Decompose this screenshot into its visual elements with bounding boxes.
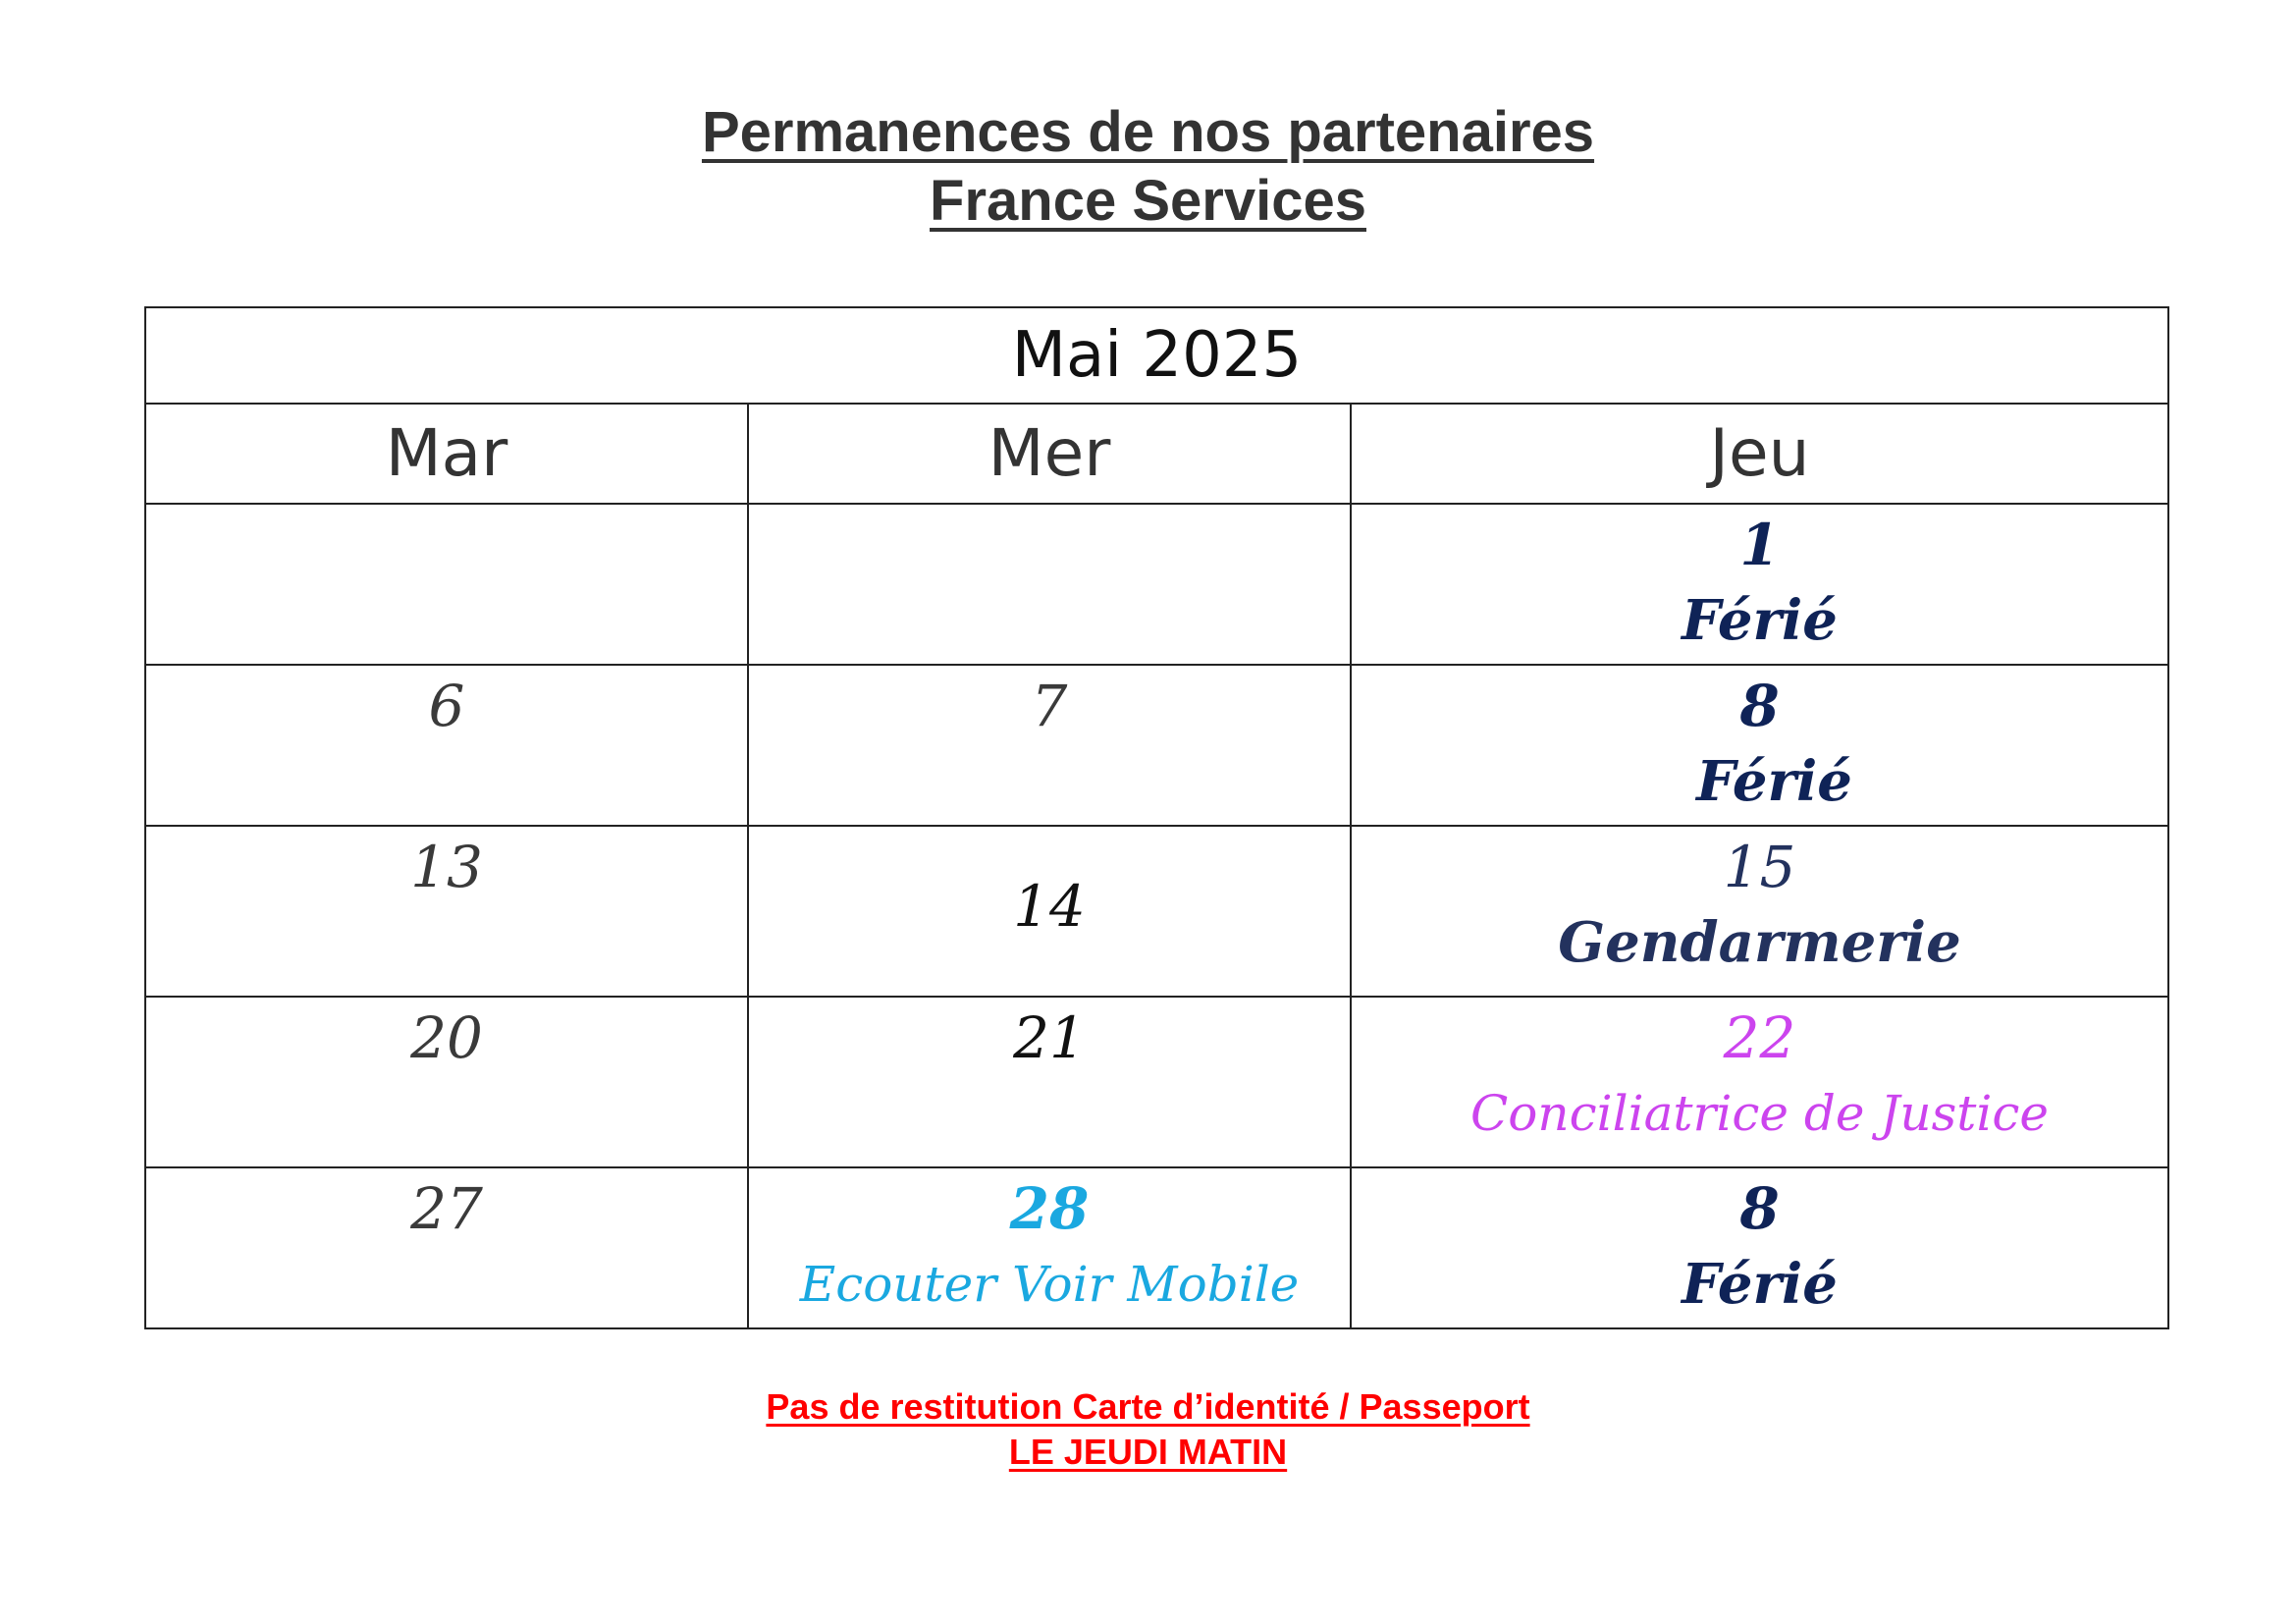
page-title: Permanences de nos partenaires France Se… [0, 98, 2296, 236]
event-label: Gendarmerie [1558, 910, 1961, 975]
event-label: Férié [1682, 1252, 1838, 1317]
event-label: Férié [1696, 749, 1852, 814]
event-label: Férié [1682, 588, 1838, 653]
day-number: 1 [1739, 512, 1780, 578]
day-cell: 21 [747, 996, 1352, 1168]
day-cell: 14 [747, 825, 1352, 998]
day-header-mer: Mer [747, 403, 1352, 505]
event-label: Ecouter Voir Mobile [799, 1256, 1300, 1313]
day-number: 27 [410, 1175, 483, 1242]
table-row: 20 21 22 Conciliatrice de Justice [144, 996, 2170, 1168]
month-header: Mai 2025 [143, 306, 2170, 405]
calendar-table: Mai 2025 Mar Mer Jeu 1 Férié 6 7 8 Férié [143, 306, 2170, 1329]
day-cell: 13 [144, 825, 749, 998]
day-number: 13 [410, 834, 483, 900]
day-number: 20 [410, 1004, 483, 1071]
day-cell: 8 Férié [1349, 664, 2170, 827]
notice-line-1: Pas de restitution Carte d’identité / Pa… [766, 1386, 1530, 1427]
table-row: 27 28 Ecouter Voir Mobile 8 Férié [144, 1166, 2170, 1329]
table-row: 1 Férié [144, 503, 2170, 666]
day-cell: 22 Conciliatrice de Justice [1349, 996, 2170, 1168]
table-row: 6 7 8 Férié [144, 664, 2170, 827]
day-header-jeu: Jeu [1349, 403, 2170, 505]
title-line-2: France Services [930, 169, 1366, 233]
day-number: 28 [1009, 1175, 1090, 1242]
day-number: 8 [1739, 1175, 1780, 1242]
day-cell: 1 Férié [1349, 503, 2170, 666]
day-header-mar: Mar [144, 403, 749, 505]
day-cell: 15 Gendarmerie [1349, 825, 2170, 998]
day-cell [747, 503, 1352, 666]
table-row: 13 14 15 Gendarmerie [144, 825, 2170, 998]
day-cell [144, 503, 749, 666]
day-cell: 28 Ecouter Voir Mobile [747, 1166, 1352, 1329]
day-number: 22 [1723, 1004, 1796, 1071]
day-number: 15 [1723, 834, 1796, 900]
notice-line-2: LE JEUDI MATIN [1008, 1432, 1288, 1472]
title-line-1: Permanences de nos partenaires [701, 100, 1595, 164]
day-cell: 8 Férié [1349, 1166, 2170, 1329]
day-cell: 6 [144, 664, 749, 827]
day-number: 7 [1031, 673, 1068, 739]
day-number: 6 [428, 673, 465, 739]
day-number: 21 [1013, 1004, 1086, 1071]
day-number: 14 [1013, 873, 1086, 940]
event-label: Conciliatrice de Justice [1470, 1085, 2049, 1142]
notice: Pas de restitution Carte d’identité / Pa… [0, 1384, 2296, 1475]
day-cell: 27 [144, 1166, 749, 1329]
day-cell: 20 [144, 996, 749, 1168]
day-cell: 7 [747, 664, 1352, 827]
day-number: 8 [1739, 673, 1780, 739]
